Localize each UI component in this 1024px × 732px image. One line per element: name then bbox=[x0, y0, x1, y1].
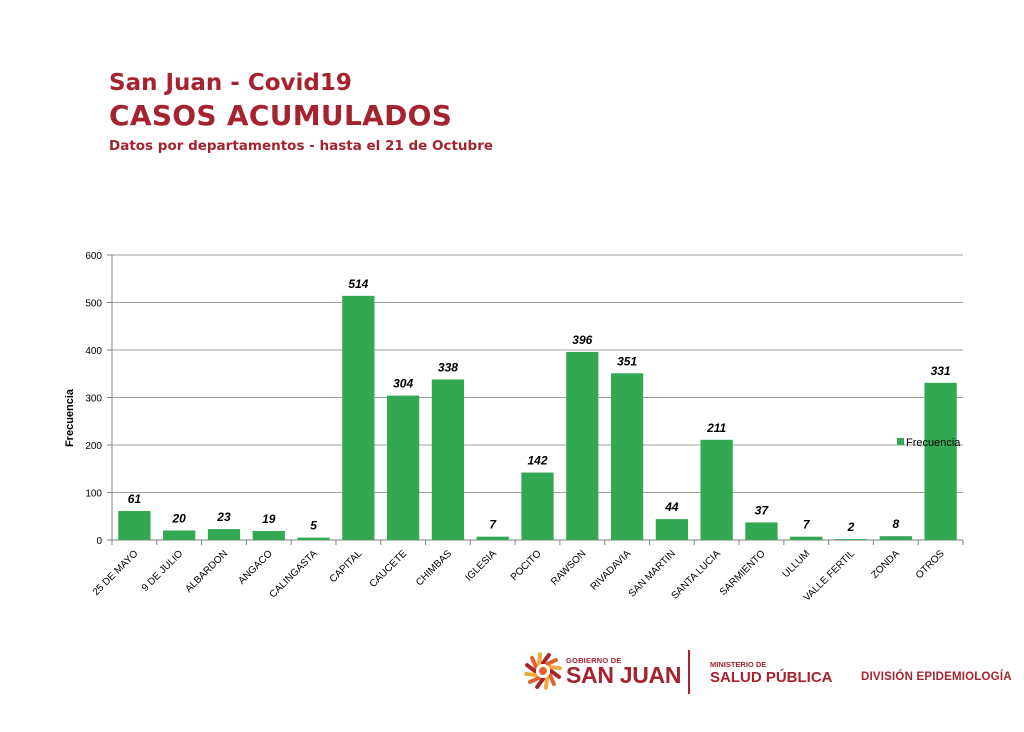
x-tick-label: CALINGASTA bbox=[268, 548, 320, 600]
bar bbox=[879, 536, 912, 540]
data-label: 5 bbox=[310, 519, 317, 533]
gridlines bbox=[112, 254, 963, 493]
bar bbox=[834, 539, 868, 540]
legend-swatch bbox=[897, 438, 904, 445]
bar bbox=[566, 351, 599, 540]
data-label: 211 bbox=[706, 421, 726, 435]
data-label: 44 bbox=[664, 500, 679, 514]
sun-ray bbox=[541, 653, 551, 665]
data-label: 23 bbox=[216, 510, 231, 524]
y-tick-label: 200 bbox=[85, 441, 102, 452]
page-header: San Juan - Covid19 CASOS ACUMULADOS Dato… bbox=[109, 68, 493, 154]
x-tick-label: ULLUM bbox=[781, 548, 813, 580]
data-label: 514 bbox=[348, 277, 368, 291]
x-tick-label: POCITO bbox=[509, 548, 544, 583]
y-axis-label: Frecuencia bbox=[64, 388, 76, 447]
data-label: 2 bbox=[847, 520, 855, 534]
y-tick-label: 300 bbox=[85, 394, 102, 405]
sun-ray bbox=[543, 675, 549, 690]
y-tick-label: 0 bbox=[96, 536, 102, 547]
bar bbox=[790, 536, 823, 540]
x-tick-label: ZONDA bbox=[869, 548, 902, 581]
x-tick-label: 25 DE MAYO bbox=[91, 548, 141, 598]
data-label: 331 bbox=[931, 364, 951, 378]
sun-ray bbox=[525, 663, 537, 673]
y-tick-label: 600 bbox=[85, 251, 102, 262]
sun-ray bbox=[547, 665, 562, 671]
sun-ray bbox=[524, 671, 539, 677]
page-heading: CASOS ACUMULADOS bbox=[109, 99, 453, 132]
data-label: 351 bbox=[617, 354, 637, 368]
data-labels: 61 20 23 19 5 514 304 338 7 142 396 351 44 211 37 7 2 8 33… bbox=[128, 277, 951, 534]
data-label: 7 bbox=[803, 518, 811, 532]
x-tick-label: ANGACO bbox=[236, 548, 275, 587]
x-tick-label: OTROS bbox=[914, 548, 947, 581]
sun-ray bbox=[547, 673, 556, 687]
data-label: 20 bbox=[172, 512, 187, 526]
bar bbox=[924, 382, 957, 540]
page-title: San Juan - Covid19 bbox=[109, 70, 352, 96]
bar bbox=[342, 295, 375, 540]
bar bbox=[387, 395, 420, 540]
bar bbox=[118, 511, 151, 540]
bar bbox=[207, 529, 241, 540]
ministry-name-label: SALUD PÚBLICA bbox=[710, 669, 833, 686]
bar bbox=[610, 373, 644, 540]
data-label: 7 bbox=[489, 518, 497, 532]
gov-small-label: GOBIERNO DE bbox=[566, 656, 622, 665]
sun-ray bbox=[535, 677, 545, 689]
bar bbox=[431, 379, 465, 540]
ministry-small-label: MINISTERIO DE bbox=[710, 660, 767, 669]
bar bbox=[252, 530, 285, 540]
bar bbox=[297, 537, 330, 540]
legend-label: Frecuencia bbox=[906, 437, 961, 449]
x-tick-label: CAPITAL bbox=[328, 548, 365, 585]
data-label: 142 bbox=[527, 454, 547, 468]
bar bbox=[700, 439, 733, 540]
bar bbox=[476, 536, 509, 540]
sun-ray bbox=[545, 658, 559, 667]
bar bbox=[655, 519, 688, 540]
footer: GOBIERNO DE SAN JUAN MINISTERIO DE SALUD… bbox=[0, 640, 1024, 710]
legend: Frecuencia bbox=[897, 437, 961, 449]
data-label: 304 bbox=[393, 377, 413, 391]
x-tick-label: 9 DE JULIO bbox=[140, 548, 186, 594]
sun-ray bbox=[530, 655, 539, 669]
data-label: 37 bbox=[755, 503, 770, 517]
bar bbox=[163, 530, 196, 540]
footer-divider bbox=[688, 650, 690, 694]
data-label: 8 bbox=[892, 517, 899, 531]
y-tick-label: 100 bbox=[85, 489, 102, 500]
x-tick-label: CAUCETE bbox=[368, 548, 410, 590]
sun-ray bbox=[527, 675, 541, 684]
y-tick-label: 500 bbox=[85, 299, 102, 310]
x-tick-label: CHIMBAS bbox=[414, 548, 454, 588]
bar bbox=[521, 472, 554, 540]
x-tick-label: SARMIENTO bbox=[718, 548, 768, 598]
data-label: 19 bbox=[262, 512, 276, 526]
data-label: 396 bbox=[572, 333, 592, 347]
x-tick-label: ALBARDON bbox=[183, 548, 230, 595]
bar-chart: 0 100 200 300 400 500 600 61 20 23 19 5 514 304 338 7 1… bbox=[64, 251, 964, 604]
x-tick-label: RIVADAVIA bbox=[589, 548, 634, 593]
bars bbox=[118, 295, 957, 540]
data-label: 338 bbox=[438, 360, 458, 374]
sun-logo-icon bbox=[524, 652, 562, 690]
sun-ray bbox=[537, 652, 543, 667]
data-label: 61 bbox=[128, 492, 142, 506]
page-subtitle: Datos por departamentos - hasta el 21 de… bbox=[109, 138, 494, 154]
division-label: DIVISIÓN EPIDEMIOLOGÍA bbox=[861, 671, 1012, 683]
x-tick-label: IGLESIA bbox=[464, 548, 500, 584]
x-tick-label: RAWSON bbox=[549, 548, 588, 587]
sun-ray bbox=[549, 669, 561, 679]
gov-name-label: SAN JUAN bbox=[566, 662, 682, 688]
y-tick-label: 400 bbox=[85, 346, 102, 357]
bar bbox=[745, 522, 778, 540]
